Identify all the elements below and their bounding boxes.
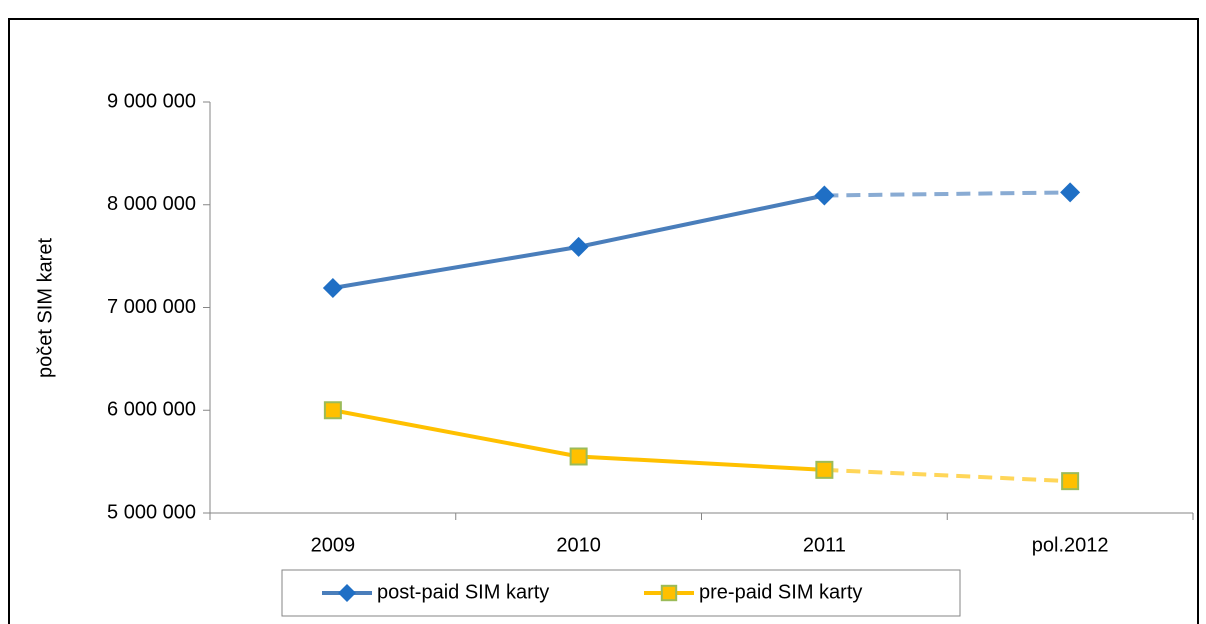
y-tick-label: 7 000 000 — [107, 296, 196, 318]
series-line-dashed — [824, 190, 1071, 198]
legend-marker — [660, 584, 678, 602]
x-tick-label: 2011 — [803, 534, 846, 556]
marker — [1061, 472, 1080, 491]
marker — [322, 277, 343, 298]
series-line-dashed — [824, 467, 1071, 484]
legend-label: post-paid SIM karty — [377, 581, 549, 603]
legend-marker — [338, 584, 356, 602]
x-tick-label: 2009 — [311, 534, 356, 556]
marker — [569, 447, 588, 466]
y-tick-label: 9 000 000 — [107, 90, 196, 112]
chart-frame — [8, 18, 1199, 624]
x-tick-label: 2010 — [556, 534, 601, 556]
legend-box — [281, 569, 961, 617]
y-tick-label: 6 000 000 — [107, 399, 196, 421]
y-axis-title: počet SIM karet — [34, 238, 56, 379]
y-tick-label: 5 000 000 — [107, 501, 196, 523]
marker — [1060, 182, 1081, 203]
legend-label: pre-paid SIM karty — [699, 581, 862, 603]
marker — [568, 236, 589, 257]
x-tick-label: pol.2012 — [1032, 534, 1109, 556]
marker — [814, 185, 835, 206]
y-tick-label: 8 000 000 — [107, 193, 196, 215]
marker — [323, 401, 342, 420]
marker — [815, 460, 834, 479]
